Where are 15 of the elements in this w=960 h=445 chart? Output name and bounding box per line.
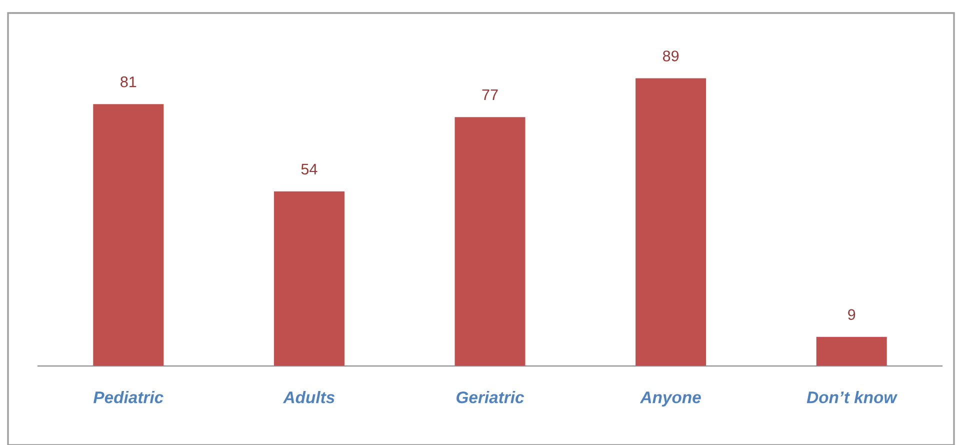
x-tick-label: Geriatric — [456, 391, 524, 404]
data-label: 77 — [482, 90, 498, 100]
data-label: 9 — [848, 309, 856, 320]
bar — [274, 191, 344, 366]
data-label: 89 — [662, 50, 679, 62]
x-tick-label: Don’t know — [806, 391, 898, 404]
x-tick-label: Anyone — [640, 392, 701, 407]
x-tick-label: Adults — [282, 391, 335, 404]
x-tick-label: Pediatric — [93, 391, 164, 404]
bar — [816, 336, 887, 366]
data-label: 81 — [120, 76, 136, 88]
bar — [93, 104, 164, 366]
data-label: 54 — [301, 164, 318, 175]
bar — [636, 78, 706, 366]
bar — [454, 117, 526, 366]
